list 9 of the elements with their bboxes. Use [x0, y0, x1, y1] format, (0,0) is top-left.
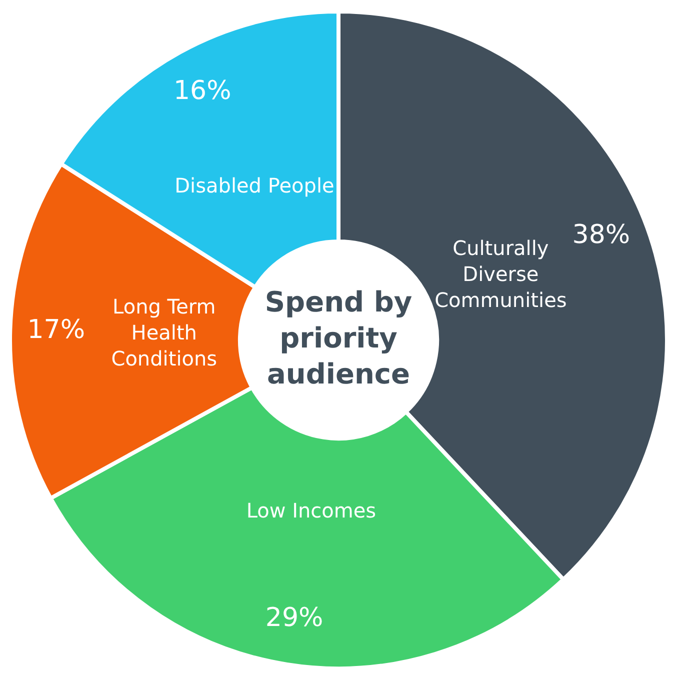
data-label: 38%: [572, 220, 630, 250]
data-label: 29%: [265, 602, 324, 633]
slice-label: Long Term Health Conditions: [111, 294, 218, 371]
slice-label: Low Incomes: [246, 498, 376, 522]
slice-label: Disabled People: [174, 173, 334, 198]
slice-label: Culturally Diverse Communities: [434, 236, 567, 312]
data-label: 16%: [174, 76, 232, 106]
data-label: 17%: [27, 314, 86, 345]
text: Spend by priority audience: [264, 285, 412, 390]
